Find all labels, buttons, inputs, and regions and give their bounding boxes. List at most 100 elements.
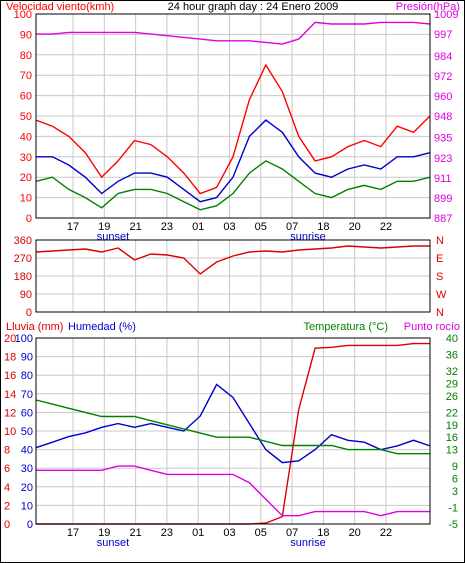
compass-tick-label: E bbox=[436, 253, 443, 265]
direction-tick-label: 180 bbox=[14, 271, 32, 283]
wind-x-tick-label: 07 bbox=[286, 221, 298, 233]
climate-x-tick-label: 20 bbox=[349, 527, 361, 539]
pressure-tick-label: 899 bbox=[434, 193, 452, 205]
wind-tick-label: 10 bbox=[20, 193, 32, 205]
temperature-series-line bbox=[35, 399, 430, 455]
temperature-tick-label: 32 bbox=[446, 366, 458, 378]
humidity-tick-label: 0 bbox=[27, 519, 33, 531]
climate-plot-frame bbox=[35, 337, 431, 525]
temperature-tick-label: 13 bbox=[446, 445, 458, 457]
temperature-tick-label: 9 bbox=[452, 461, 458, 473]
wind-x-tick-label: 20 bbox=[349, 221, 361, 233]
direction-series-line bbox=[35, 245, 430, 275]
wind-x-tick-label: 22 bbox=[380, 221, 392, 233]
wind-tick-label: 50 bbox=[20, 111, 32, 123]
climate-x-tick-label: 18 bbox=[317, 527, 329, 539]
temperature-tick-label: 26 bbox=[446, 391, 458, 403]
rain-tick-label: 2 bbox=[4, 500, 10, 512]
temperature-tick-label: 19 bbox=[446, 420, 458, 432]
compass-tick-label: N bbox=[436, 307, 444, 319]
wind-x-tick-label: 01 bbox=[192, 221, 204, 233]
climate-x-tick-label: 01 bbox=[192, 527, 204, 539]
compass-tick-label: S bbox=[436, 271, 443, 283]
pressure-tick-label: 960 bbox=[434, 91, 452, 103]
pressure-tick-label: 887 bbox=[434, 213, 452, 225]
rain-tick-label: 6 bbox=[4, 463, 10, 475]
humidity-tick-label: 20 bbox=[21, 482, 33, 494]
wind-x-tick-label: 05 bbox=[255, 221, 267, 233]
pressure-series-line bbox=[36, 21, 431, 45]
climate-x-tick-label: 03 bbox=[223, 527, 235, 539]
rain-tick-label: 16 bbox=[4, 370, 16, 382]
wind-series-line bbox=[36, 119, 431, 203]
rain-tick-label: 4 bbox=[4, 482, 10, 494]
humidity-tick-label: 50 bbox=[21, 426, 33, 438]
rain-tick-label: 14 bbox=[4, 389, 16, 401]
temperature-tick-label: 22 bbox=[446, 407, 458, 419]
climate-x-tick-label: 21 bbox=[129, 527, 141, 539]
wind-x-tick-label: 23 bbox=[161, 221, 173, 233]
wind-x-tick-label: 18 bbox=[317, 221, 329, 233]
temperature-tick-label: 40 bbox=[446, 333, 458, 345]
sunset-marker-label: sunset bbox=[97, 231, 129, 243]
direction-tick-label: 360 bbox=[14, 235, 32, 247]
rain-tick-label: 8 bbox=[4, 445, 10, 457]
sunrise-marker-label: sunrise bbox=[290, 537, 325, 549]
sunset-marker-label: sunset bbox=[97, 537, 129, 549]
wind-x-tick-label: 21 bbox=[129, 221, 141, 233]
humidity-tick-label: 10 bbox=[21, 500, 33, 512]
pressure-tick-label: 911 bbox=[434, 173, 452, 185]
dewpoint-series-line bbox=[36, 465, 430, 517]
climate-x-tick-label: 22 bbox=[380, 527, 392, 539]
temperature-tick-label: 3 bbox=[452, 486, 458, 498]
rain-tick-label: 0 bbox=[4, 519, 10, 531]
humidity-tick-label: 80 bbox=[21, 370, 33, 382]
direction-plot-frame bbox=[35, 239, 431, 313]
temperature-tick-label: 16 bbox=[446, 432, 458, 444]
humidity-tick-label: 30 bbox=[21, 463, 33, 475]
climate-x-tick-label: 05 bbox=[255, 527, 267, 539]
rain-axis-title: Lluvia (mm) bbox=[6, 321, 63, 333]
pressure-tick-label: 948 bbox=[434, 111, 452, 123]
humidity-tick-label: 90 bbox=[21, 352, 33, 364]
rain-tick-label: 12 bbox=[4, 407, 16, 419]
compass-tick-label: W bbox=[436, 289, 447, 301]
temperature-tick-label: 6 bbox=[452, 474, 458, 486]
wind-tick-label: 80 bbox=[20, 50, 32, 62]
wind-series-line bbox=[35, 63, 431, 195]
direction-tick-label: 270 bbox=[14, 253, 32, 265]
pressure-tick-label: 997 bbox=[434, 29, 452, 41]
humidity-tick-label: 60 bbox=[21, 407, 33, 419]
humidity-axis-title: Humedad (%) bbox=[68, 321, 136, 333]
temperature-tick-label: 36 bbox=[446, 350, 458, 362]
humidity-tick-label: 40 bbox=[21, 445, 33, 457]
wind-tick-label: 40 bbox=[20, 131, 32, 143]
dewpoint-axis-title: Punto rocío bbox=[404, 321, 460, 333]
pressure-tick-label: 923 bbox=[434, 153, 452, 165]
climate-x-tick-label: 19 bbox=[98, 527, 110, 539]
direction-tick-label: 90 bbox=[20, 289, 32, 301]
sunrise-marker-label: sunrise bbox=[290, 231, 325, 243]
temperature-tick-label: -5 bbox=[448, 519, 458, 531]
humidity-series-line bbox=[35, 383, 431, 464]
wind-tick-label: 0 bbox=[26, 213, 32, 225]
wind-x-tick-label: 17 bbox=[67, 221, 79, 233]
wind-plot-frame bbox=[35, 13, 431, 219]
direction-tick-label: 0 bbox=[26, 307, 32, 319]
wind-tick-label: 20 bbox=[20, 172, 32, 184]
wind-series-line bbox=[35, 160, 431, 211]
temperature-tick-label: 29 bbox=[446, 378, 458, 390]
rain-tick-label: 18 bbox=[4, 352, 16, 364]
pressure-tick-label: 1009 bbox=[434, 9, 458, 21]
wind-tick-label: 90 bbox=[20, 29, 32, 41]
pressure-axis-title: Presión(hPa) bbox=[396, 1, 460, 13]
wind-x-tick-label: 19 bbox=[98, 221, 110, 233]
wind-tick-label: 60 bbox=[20, 91, 32, 103]
pressure-tick-label: 984 bbox=[434, 51, 452, 63]
graph-title: 24 hour graph day : 24 Enero 2009 bbox=[168, 1, 339, 13]
pressure-tick-label: 972 bbox=[434, 71, 452, 83]
climate-x-tick-label: 07 bbox=[286, 527, 298, 539]
climate-x-tick-label: 17 bbox=[67, 527, 79, 539]
